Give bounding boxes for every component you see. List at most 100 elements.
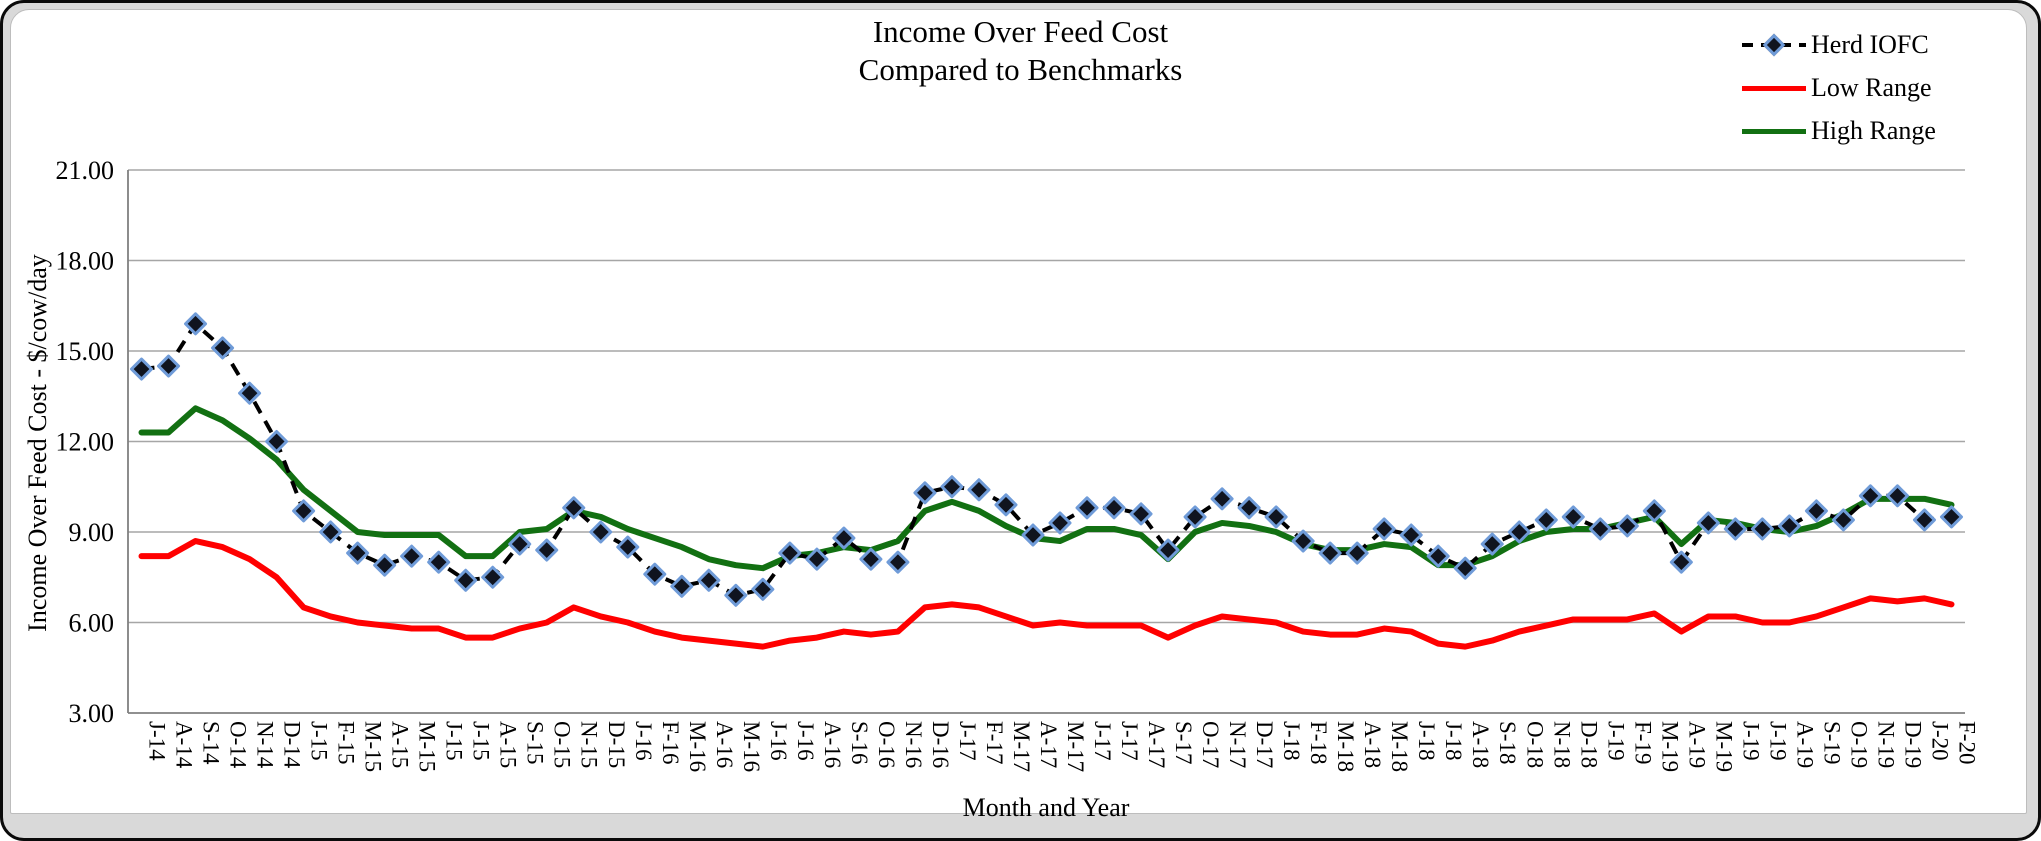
x-tick-label: O-16 xyxy=(874,721,899,768)
herd-iofc-marker xyxy=(1129,502,1153,526)
herd-iofc-dashed-line-icon xyxy=(1742,33,1806,57)
herd-iofc-marker xyxy=(346,541,370,565)
herd-iofc-marker xyxy=(130,357,154,381)
y-tick-label: 15.00 xyxy=(56,337,115,366)
herd-iofc-marker xyxy=(1210,487,1234,511)
legend: Herd IOFC Low Range High Range xyxy=(1742,30,1936,159)
herd-iofc-marker xyxy=(319,520,343,544)
herd-iofc-marker xyxy=(157,354,181,378)
x-tick-label: S-16 xyxy=(847,721,872,764)
herd-iofc-marker xyxy=(427,550,451,574)
herd-iofc-marker xyxy=(616,535,640,559)
x-tick-label: A-15 xyxy=(496,721,521,768)
herd-iofc-marker xyxy=(1615,514,1639,538)
x-tick-label: O-19 xyxy=(1846,721,1871,768)
x-tick-label: M-18 xyxy=(1387,721,1412,772)
x-axis-title: Month and Year xyxy=(962,793,1130,822)
herd-iofc-marker xyxy=(994,493,1018,517)
herd-iofc-marker xyxy=(1237,496,1261,520)
x-tick-label: M-19 xyxy=(1657,721,1682,772)
x-tick-label: J-17 xyxy=(1117,721,1142,761)
herd-iofc-marker xyxy=(967,478,991,502)
x-tick-label: O-17 xyxy=(1198,721,1223,768)
x-tick-label: S-14 xyxy=(199,721,224,765)
x-tick-label: M-16 xyxy=(685,721,710,772)
herd-iofc-marker xyxy=(1291,529,1315,553)
herd-iofc-marker xyxy=(859,547,883,571)
x-tick-label: A-18 xyxy=(1468,721,1493,768)
x-tick-label: M-17 xyxy=(1063,721,1088,772)
x-tick-label: M-19 xyxy=(1711,721,1736,772)
x-tick-label: A-15 xyxy=(388,721,413,768)
legend-item-low-range: Low Range xyxy=(1742,73,1936,103)
herd-iofc-marker xyxy=(535,538,559,562)
x-tick-label: N-18 xyxy=(1549,721,1574,768)
x-tick-label: A-17 xyxy=(1036,721,1061,768)
x-tick-label: F-18 xyxy=(1306,721,1331,764)
x-tick-label: D-19 xyxy=(1900,721,1925,768)
herd-iofc-marker xyxy=(1372,517,1396,541)
herd-iofc-marker xyxy=(1831,508,1855,532)
y-tick-label: 21.00 xyxy=(56,156,115,185)
herd-iofc-marker xyxy=(1696,511,1720,535)
herd-iofc-marker xyxy=(1048,511,1072,535)
herd-iofc-marker xyxy=(670,574,694,598)
x-tick-label: M-16 xyxy=(739,721,764,772)
low-range-line-icon xyxy=(1742,78,1806,98)
herd-iofc-marker xyxy=(238,381,262,405)
herd-iofc-marker xyxy=(1156,538,1180,562)
x-tick-label: F-17 xyxy=(982,721,1007,764)
herd-iofc-marker xyxy=(589,520,613,544)
y-tick-label: 18.00 xyxy=(56,247,115,276)
herd-iofc-marker xyxy=(1534,508,1558,532)
herd-iofc-marker xyxy=(481,565,505,589)
herd-iofc-marker xyxy=(1183,505,1207,529)
x-tick-label: O-14 xyxy=(226,721,251,769)
x-tick-label: J-17 xyxy=(1090,721,1115,761)
herd-iofc-marker xyxy=(1561,505,1585,529)
herd-iofc-marker xyxy=(1021,523,1045,547)
herd-iofc-marker xyxy=(697,568,721,592)
x-tick-label: N-19 xyxy=(1873,721,1898,768)
x-tick-label: J-15 xyxy=(442,721,467,761)
y-tick-label: 6.00 xyxy=(69,609,115,638)
x-tick-label: J-18 xyxy=(1279,721,1304,761)
x-tick-label: J-14 xyxy=(145,721,170,761)
herd-iofc-marker xyxy=(1075,496,1099,520)
legend-label-herd-iofc: Herd IOFC xyxy=(1811,30,1929,59)
x-tick-label: J-15 xyxy=(469,721,494,761)
herd-iofc-marker xyxy=(184,312,208,336)
x-tick-label: N-15 xyxy=(577,721,602,768)
herd-iofc-marker xyxy=(1750,517,1774,541)
legend-label-low-range: Low Range xyxy=(1811,73,1932,102)
herd-iofc-marker xyxy=(1264,505,1288,529)
series-low-range-line xyxy=(138,538,1955,650)
x-tick-label: J-19 xyxy=(1738,721,1763,761)
herd-iofc-marker xyxy=(1885,484,1909,508)
herd-iofc-marker xyxy=(1642,499,1666,523)
herd-iofc-marker xyxy=(1858,484,1882,508)
herd-iofc-marker xyxy=(1345,541,1369,565)
herd-iofc-marker xyxy=(292,499,316,523)
x-tick-label: M-18 xyxy=(1333,721,1358,772)
herd-iofc-marker xyxy=(643,562,667,586)
x-tick-label: A-16 xyxy=(820,721,845,768)
legend-item-herd-iofc: Herd IOFC xyxy=(1742,30,1936,60)
x-tick-label: S-17 xyxy=(1171,721,1196,764)
chart-subtitle: Compared to Benchmarks xyxy=(858,52,1183,87)
x-tick-label: M-17 xyxy=(1009,721,1034,772)
x-tick-label: M-15 xyxy=(415,721,440,772)
herd-iofc-marker xyxy=(724,583,748,607)
x-tick-label: M-15 xyxy=(361,721,386,772)
x-tick-label: A-18 xyxy=(1360,721,1385,768)
x-tick-label: D-16 xyxy=(928,721,953,768)
red-line-icon xyxy=(1742,85,1806,91)
x-tick-label: D-17 xyxy=(1252,721,1277,768)
x-tick-label: S-19 xyxy=(1819,721,1844,764)
legend-label-high-range: High Range xyxy=(1811,116,1936,145)
herd-iofc-marker xyxy=(778,541,802,565)
x-tick-label: A-19 xyxy=(1684,721,1709,768)
herd-iofc-marker xyxy=(373,553,397,577)
herd-iofc-marker xyxy=(508,532,532,556)
